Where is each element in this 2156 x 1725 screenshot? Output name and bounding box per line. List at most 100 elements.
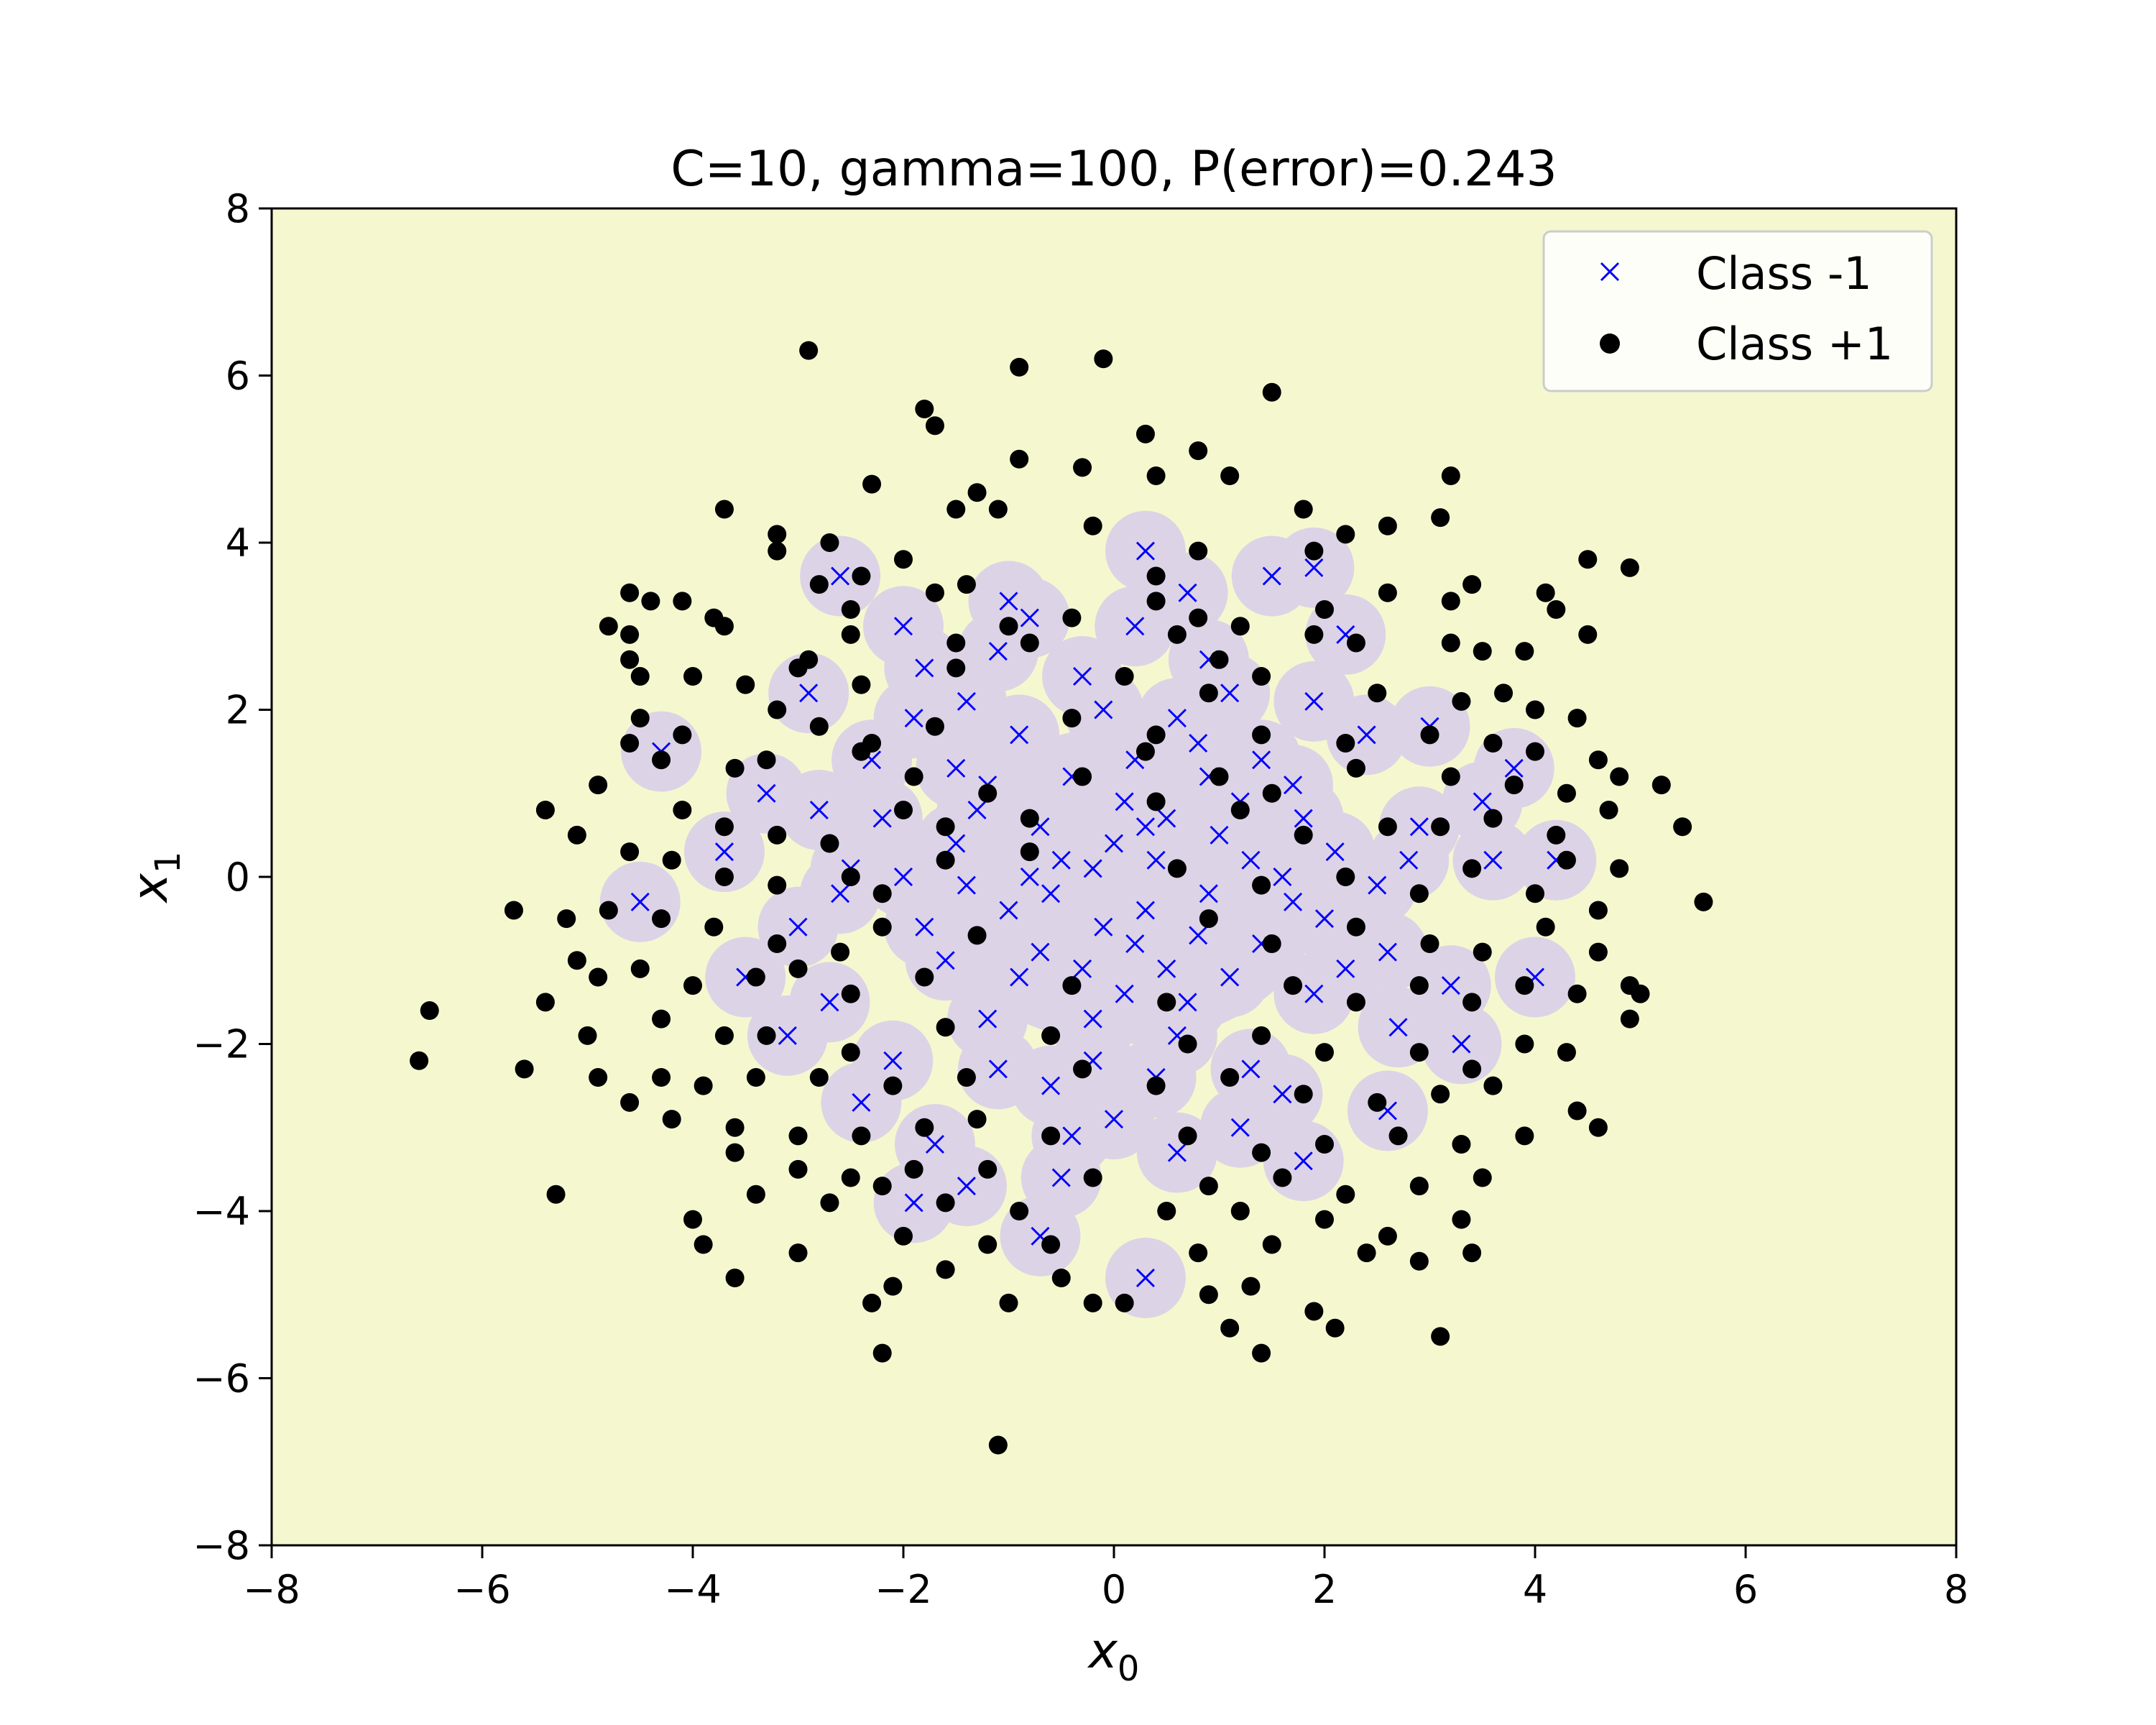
point-class-pos1 (1252, 875, 1271, 895)
point-class-pos1 (1230, 801, 1250, 819)
point-class-pos1 (946, 633, 966, 653)
point-class-neg1 (1072, 666, 1092, 686)
series-class-neg1 (630, 541, 1566, 1288)
point-class-pos1 (1462, 1243, 1482, 1263)
point-class-pos1 (1199, 909, 1218, 929)
point-class-pos1 (420, 1001, 439, 1020)
point-class-pos1 (1673, 817, 1692, 837)
point-class-neg1 (1115, 792, 1134, 811)
point-class-pos1 (1041, 1026, 1061, 1045)
point-class-pos1 (1494, 684, 1514, 703)
y-tick-label: −6 (193, 1356, 250, 1402)
point-class-pos1 (1588, 750, 1608, 770)
point-class-neg1 (757, 783, 776, 803)
point-class-pos1 (1304, 1302, 1324, 1321)
point-class-pos1 (1588, 901, 1608, 920)
y-tick-label: −4 (193, 1189, 250, 1234)
point-class-pos1 (589, 967, 608, 987)
point-class-pos1 (1178, 1126, 1197, 1146)
point-class-pos1 (978, 1235, 998, 1254)
decision-region-core (924, 726, 1325, 1044)
point-class-pos1 (1504, 776, 1524, 795)
point-class-neg1 (1083, 1009, 1102, 1029)
point-class-neg1 (1051, 1168, 1071, 1187)
point-class-pos1 (662, 1110, 681, 1129)
point-class-neg1 (1220, 967, 1240, 987)
point-class-pos1 (841, 625, 860, 644)
point-class-pos1 (535, 993, 555, 1012)
point-class-pos1 (1526, 884, 1544, 903)
point-class-pos1 (820, 533, 839, 552)
point-class-pos1 (630, 709, 650, 728)
point-class-pos1 (652, 1009, 671, 1029)
point-class-pos1 (788, 1159, 808, 1179)
point-class-neg1 (1304, 984, 1324, 1003)
point-class-pos1 (1336, 868, 1355, 886)
x-tick-label: 0 (1102, 1567, 1126, 1612)
point-class-neg1 (1252, 750, 1271, 770)
point-class-pos1 (967, 1110, 987, 1129)
point-class-neg1 (1409, 817, 1429, 837)
point-class-pos1 (746, 1068, 765, 1087)
point-class-pos1 (714, 868, 734, 886)
point-class-pos1 (1146, 592, 1166, 611)
point-class-pos1 (1441, 633, 1460, 653)
point-class-pos1 (1210, 650, 1229, 669)
point-class-neg1 (988, 1059, 1008, 1079)
point-class-pos1 (1431, 1327, 1450, 1346)
point-class-neg1 (1241, 850, 1261, 870)
point-class-pos1 (1210, 767, 1229, 786)
point-class-pos1 (1694, 892, 1713, 911)
point-class-neg1 (915, 658, 934, 678)
x-tick-label: 6 (1733, 1567, 1758, 1612)
point-class-pos1 (515, 1059, 534, 1079)
point-class-pos1 (1357, 1243, 1376, 1263)
point-class-pos1 (1409, 976, 1429, 995)
point-class-pos1 (1262, 783, 1281, 803)
point-class-pos1 (915, 1118, 934, 1137)
point-class-pos1 (757, 750, 776, 770)
point-class-neg1 (1135, 817, 1156, 837)
point-class-pos1 (809, 575, 829, 594)
point-class-pos1 (1294, 1085, 1313, 1104)
point-class-pos1 (1062, 608, 1082, 627)
point-class-neg1 (1157, 959, 1176, 978)
point-class-pos1 (578, 1026, 597, 1045)
point-class-pos1 (1378, 583, 1397, 602)
point-class-neg1 (1135, 1268, 1156, 1288)
y-tick-label: 6 (226, 354, 250, 399)
point-class-neg1 (978, 1009, 998, 1029)
point-class-pos1 (1420, 934, 1439, 953)
point-class-pos1 (841, 868, 860, 886)
point-class-pos1 (894, 550, 913, 569)
point-class-neg1 (1473, 792, 1492, 811)
point-class-pos1 (915, 400, 934, 418)
point-class-pos1 (788, 658, 808, 678)
point-class-pos1 (915, 967, 934, 987)
point-class-pos1 (1062, 709, 1082, 728)
point-class-neg1 (1125, 617, 1145, 636)
legend-marker-class-pos1 (1600, 334, 1620, 354)
point-class-pos1 (1178, 1034, 1197, 1054)
x-axis: −8 −6 −4 −2 0 2 4 6 8 (243, 1545, 1968, 1612)
point-class-neg1 (1504, 758, 1524, 778)
point-class-neg1 (893, 867, 913, 887)
point-class-pos1 (1220, 1068, 1240, 1087)
point-class-pos1 (589, 776, 608, 795)
point-class-pos1 (852, 742, 871, 761)
point-class-pos1 (1631, 984, 1650, 1003)
point-class-neg1 (967, 800, 987, 820)
point-class-pos1 (809, 717, 829, 736)
y-tick-label: 2 (226, 688, 250, 733)
point-class-pos1 (1378, 1226, 1397, 1246)
point-class-pos1 (862, 1293, 882, 1312)
point-class-pos1 (1599, 801, 1618, 819)
point-class-pos1 (694, 1235, 713, 1254)
point-class-pos1 (768, 541, 787, 561)
point-class-pos1 (1526, 742, 1544, 761)
point-class-neg1 (852, 1092, 871, 1112)
point-class-pos1 (567, 825, 586, 845)
point-class-pos1 (925, 583, 944, 602)
point-class-pos1 (725, 1118, 745, 1137)
point-class-pos1 (1378, 817, 1397, 837)
